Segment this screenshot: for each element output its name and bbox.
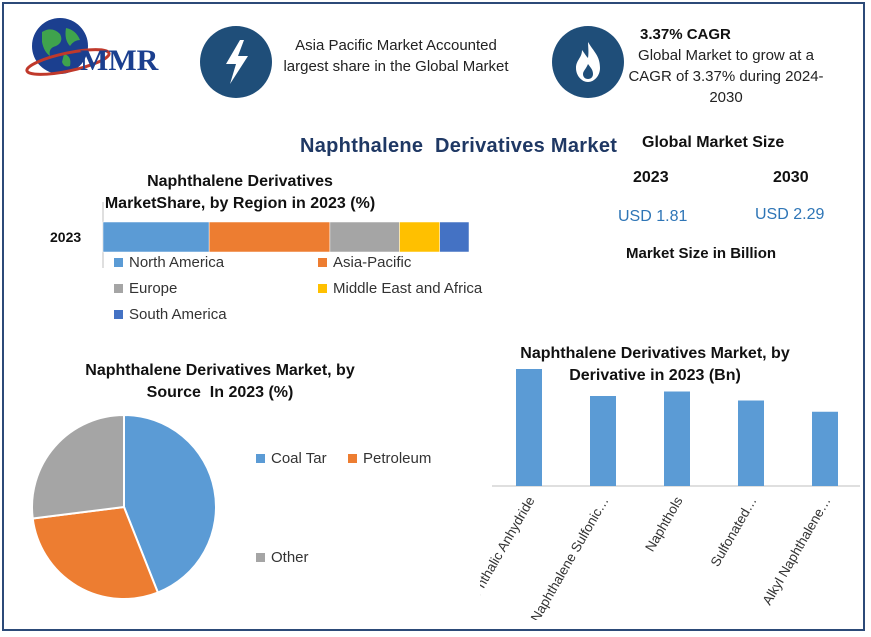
globe-icon: [25, 18, 111, 76]
region-segment-asia-pacific: [208, 221, 331, 253]
legend-swatch: [114, 258, 123, 267]
region-category-label: 2023: [50, 229, 82, 245]
legend-petroleum: Petroleum: [348, 450, 431, 467]
derivative-bar: [590, 396, 616, 486]
logo: MMR: [18, 10, 188, 90]
value-2023: USD 1.81: [618, 208, 688, 225]
lightning-badge: [200, 26, 272, 98]
derivative-tick-label: Sulfonated…: [708, 494, 760, 569]
legend-europe: Europe: [114, 280, 177, 297]
legend-coal-tar: Coal Tar: [256, 450, 327, 467]
region-segment-south-america: [439, 221, 470, 253]
flame-badge: [552, 26, 624, 98]
region-segment-middle-east-and-africa: [399, 221, 440, 253]
cagr-text: Global Market to grow at a CAGR of 3.37%…: [628, 47, 824, 106]
main-title: Naphthalene Derivatives Market: [300, 135, 618, 157]
legend-swatch: [114, 284, 123, 293]
logo-text: MMR: [80, 44, 159, 77]
derivative-chart-title: Naphthalene Derivatives Market, by Deriv…: [520, 345, 790, 384]
legend-asia-pacific: Asia-Pacific: [318, 254, 411, 271]
legend-swatch: [114, 310, 123, 319]
derivative-tick-label: Naphthols: [642, 494, 686, 554]
source-pie-chart: [31, 413, 217, 600]
derivative-bar: [738, 400, 764, 486]
legend-swatch: [318, 258, 327, 267]
legend-mea: Middle East and Africa: [318, 280, 482, 297]
source-chart-title: Naphthalene Derivatives Market, by Sourc…: [85, 362, 360, 401]
derivative-bar: [664, 391, 690, 486]
pie-slice-petroleum: [31, 505, 160, 600]
outer-frame: [2, 2, 865, 631]
legend-swatch: [348, 454, 357, 463]
year-2030: 2030: [773, 169, 809, 186]
derivative-tick-label: Phthalic Anhydride: [480, 494, 538, 598]
legend-swatch: [318, 284, 327, 293]
market-size-caption: Market Size in Billion: [626, 245, 777, 262]
derivative-bar: [516, 369, 542, 486]
legend-swatch: [256, 553, 265, 562]
legend-other: Other: [256, 549, 309, 566]
pie-slice-coal-tar: [123, 413, 217, 594]
region-segment-north-america: [102, 221, 210, 253]
pie-slice-other: [31, 413, 125, 520]
value-2030: USD 2.29: [755, 206, 825, 223]
region-segment-europe: [329, 221, 400, 253]
fact-asia-pacific: Asia Pacific Market Accounted largest sh…: [283, 37, 509, 75]
derivative-tick-label: Naphthalene Sulfonic…: [528, 494, 612, 620]
global-size-title: Global Market Size: [642, 134, 785, 151]
region-chart-title: Naphthalene Derivatives MarketShare, by …: [104, 173, 376, 212]
legend-north-america: North America: [114, 254, 224, 271]
year-2023: 2023: [633, 169, 669, 186]
region-stacked-bar: [102, 202, 470, 268]
flame-icon: [576, 42, 600, 82]
derivative-tick-label: Alkyl Naphthalene…: [759, 494, 833, 607]
cagr-title: 3.37% CAGR: [640, 26, 731, 43]
legend-south-america: South America: [114, 306, 227, 323]
derivative-bar: [812, 411, 838, 486]
legend-swatch: [256, 454, 265, 463]
lightning-icon: [226, 40, 248, 84]
